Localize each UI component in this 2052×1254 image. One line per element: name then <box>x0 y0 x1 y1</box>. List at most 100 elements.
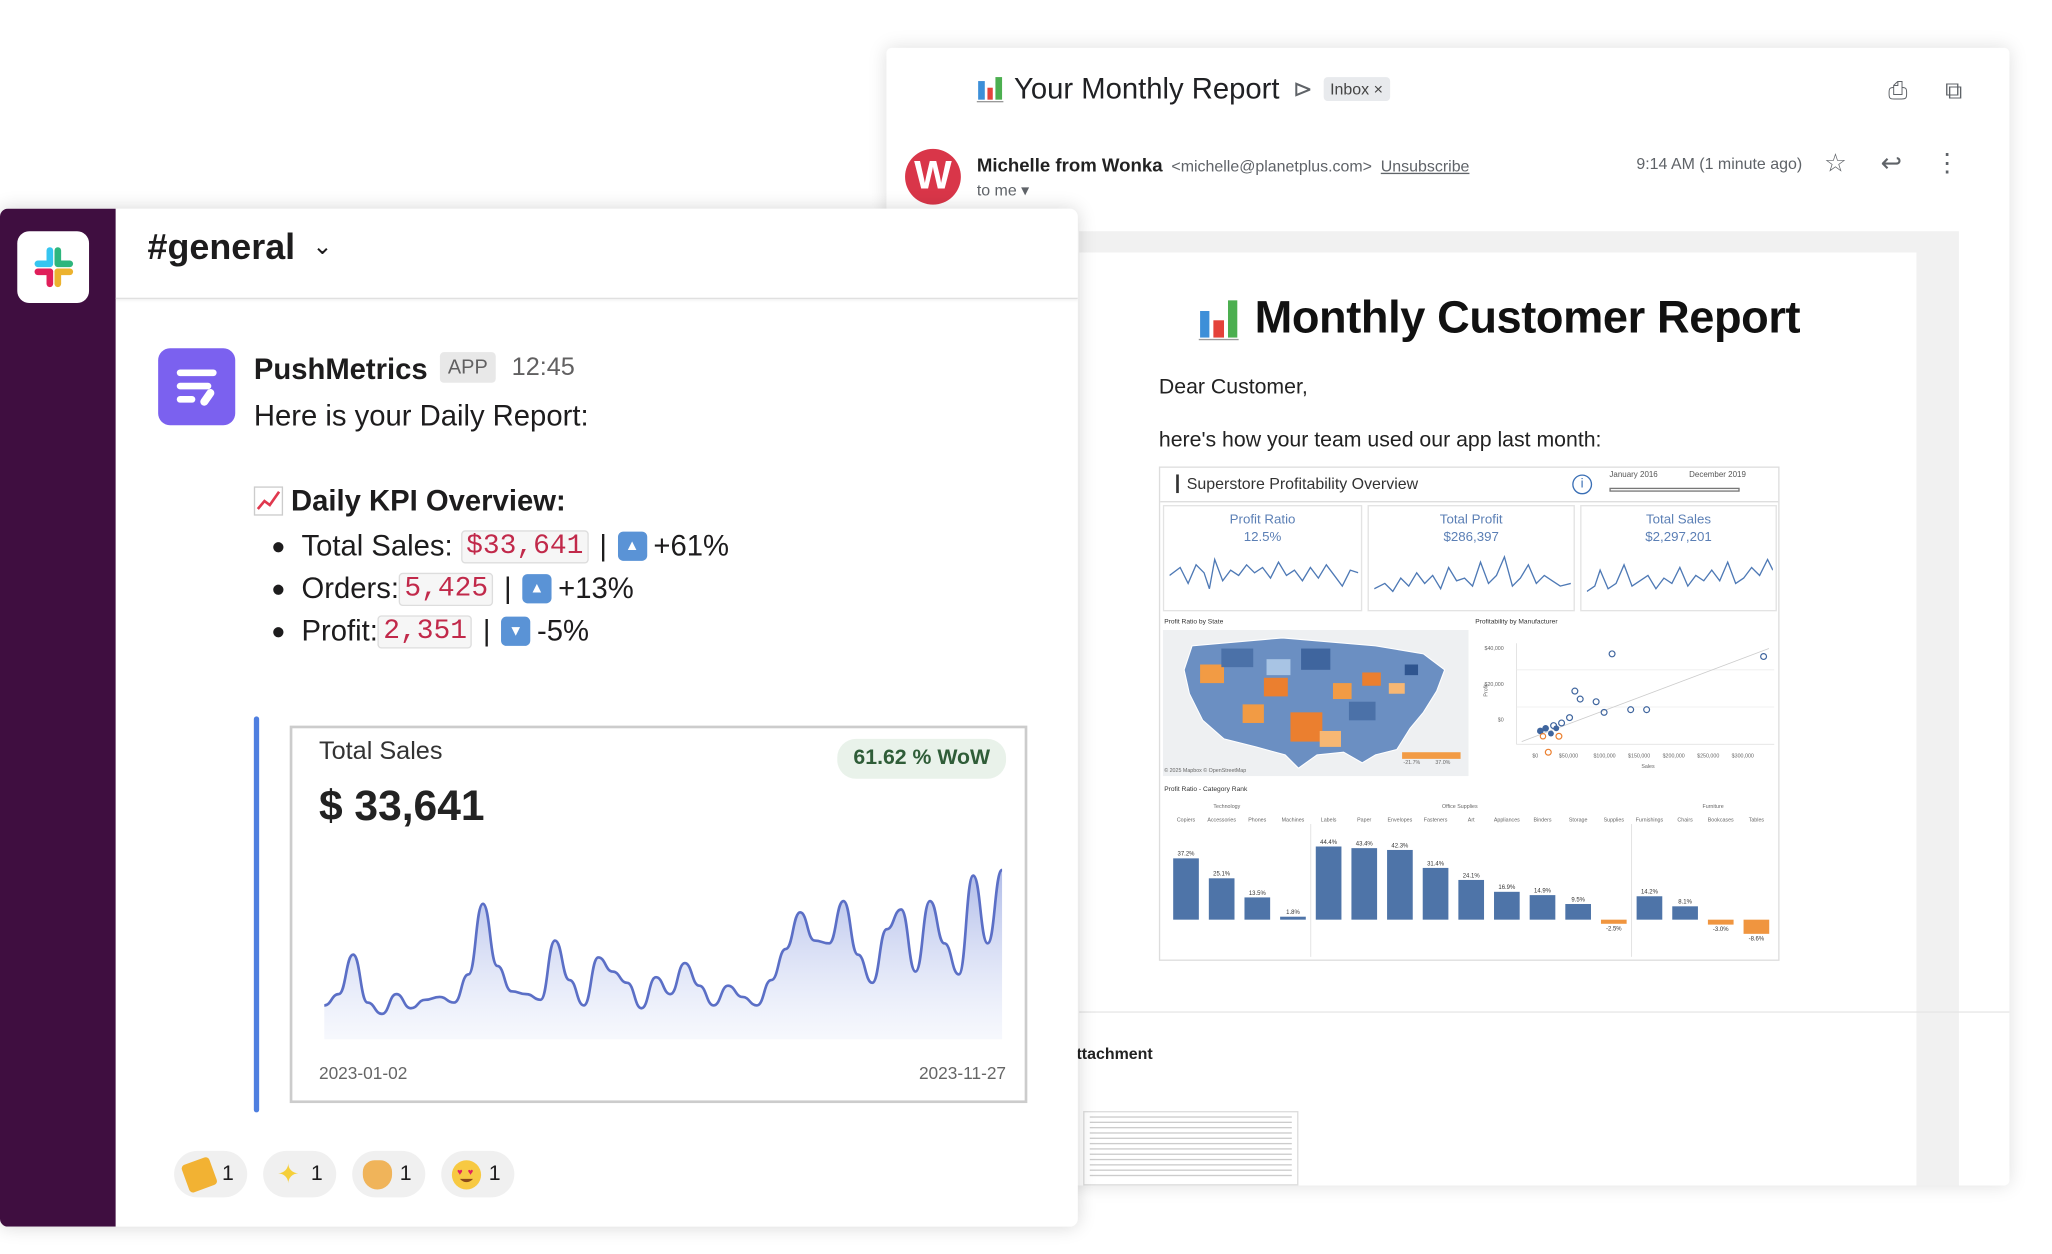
bar-category-label: Art <box>1467 816 1475 823</box>
bar-data-label: 16.9% <box>1498 885 1516 891</box>
reaction-count: 1 <box>310 1162 323 1185</box>
message-timestamp[interactable]: 12:45 <box>511 353 575 382</box>
workspace-sidebar <box>0 208 116 1227</box>
x-axis-start: 2023-01-02 <box>318 1063 408 1084</box>
reaction-sparkles[interactable]: ✦ 1 <box>263 1150 336 1198</box>
reaction-count: 1 <box>488 1162 501 1185</box>
bar-data-label: 31.4% <box>1427 861 1445 867</box>
kpi-value: $2,297,201 <box>1645 530 1712 545</box>
bar-group-label: Technology <box>1213 802 1241 810</box>
kpi-label: Total Sales: <box>301 528 453 563</box>
bar-storage <box>1565 904 1591 920</box>
info-icon: i <box>1572 474 1593 495</box>
kpi-label: Orders: <box>301 571 400 605</box>
bar-data-label: 44.4% <box>1320 840 1338 846</box>
reaction-party-popper[interactable]: 1 <box>174 1150 248 1198</box>
email-row-actions: ☆ ↩ ⋮ <box>1821 149 1962 180</box>
bar-category-label: Furnishings <box>1635 816 1664 823</box>
slider-end-label: December 2019 <box>1689 471 1746 480</box>
scatter-y-tick: $0 <box>1497 716 1504 723</box>
label-arrow-icon[interactable]: ⊳ <box>1292 75 1313 102</box>
down-button-icon: ▼ <box>501 616 531 646</box>
dashboard-title: Superstore Profitability Overview <box>1176 474 1418 494</box>
bar-category-label: Machines <box>1281 816 1305 823</box>
scatter-x-tick: $300,000 <box>1731 752 1754 759</box>
bar-fasteners <box>1422 867 1449 920</box>
recipient-dropdown[interactable]: to me ▾ <box>976 180 1030 200</box>
bar-category-label: Accessories <box>1207 816 1236 823</box>
channel-header: #general ⌄ <box>115 209 1078 300</box>
attachment-bar <box>253 716 260 1113</box>
slack-window: #general ⌄ PushMetrics APP 12:45 Here is… <box>0 208 1078 1227</box>
bar-category-label: Phones <box>1248 816 1267 823</box>
up-button-icon: ▲ <box>522 574 552 604</box>
bar-art <box>1458 879 1485 920</box>
bot-name[interactable]: PushMetrics <box>253 352 428 386</box>
bar-category-label: Paper <box>1357 816 1372 823</box>
star-icon[interactable]: ☆ <box>1824 150 1847 179</box>
bar-binders <box>1529 895 1556 920</box>
email-subject: Your Monthly Report <box>1014 71 1280 105</box>
pushmetrics-avatar[interactable] <box>158 348 236 426</box>
open-new-window-icon[interactable]: ⧉ <box>1945 77 1963 104</box>
reaction-heart-eyes[interactable]: ♥ ♥ 1 <box>440 1150 514 1198</box>
reply-icon[interactable]: ↩ <box>1880 150 1902 179</box>
kpi-sparkline <box>1586 558 1773 592</box>
up-button-icon: ▲ <box>617 531 647 561</box>
sender-name: Michelle from Wonka <box>976 154 1163 176</box>
bar-chart-icon <box>1198 297 1239 340</box>
bar-tables <box>1743 919 1770 934</box>
bar-category-label: Binders <box>1533 816 1552 823</box>
sales-series-line <box>324 868 1004 1016</box>
svg-text:♥: ♥ <box>457 1166 463 1176</box>
x-axis-end: 2023-11-27 <box>918 1063 1007 1084</box>
print-icon[interactable]: ⎙ <box>1888 77 1908 104</box>
kpi-total-sales: Total Sales $2,297,201 <box>1580 505 1777 612</box>
chart-increasing-icon <box>253 486 284 516</box>
bar-data-label: 43.4% <box>1356 841 1374 847</box>
total-sales-chart-card[interactable]: Total Sales $ 33,641 61.62 % WoW 2023-01… <box>289 725 1028 1104</box>
bar-appliances <box>1494 891 1520 920</box>
reaction-clapping-hands[interactable]: 1 <box>351 1150 425 1198</box>
reactions-bar: 1 ✦ 1 1 ♥ ♥ 1 <box>174 1150 514 1198</box>
slack-logo-icon[interactable] <box>17 231 90 304</box>
date-range-slider <box>1609 487 1740 492</box>
more-vert-icon[interactable]: ⋮ <box>1934 150 1960 179</box>
kpi-label: Total Sales <box>1646 512 1712 528</box>
bar-data-label: 1.8% <box>1286 910 1300 916</box>
bar-data-label: 24.1% <box>1463 873 1481 879</box>
inbox-label-tag[interactable]: Inbox × <box>1323 77 1390 102</box>
scatter-title: Profitability by Manufacturer <box>1475 617 1558 626</box>
bar-category-label: Copiers <box>1176 816 1196 823</box>
bar-supplies <box>1600 919 1627 924</box>
email-report-card: Monthly Customer Report Dear Customer, h… <box>1079 252 1917 1186</box>
bar-category-label: Tables <box>1748 816 1765 823</box>
kpi-label: Profit Ratio <box>1229 512 1296 528</box>
reaction-count: 1 <box>221 1162 234 1185</box>
clapping-hands-icon <box>362 1159 392 1189</box>
bar-data-label: 13.5% <box>1249 891 1267 897</box>
sender-line: Michelle from Wonka <michelle@planetplus… <box>977 154 1470 175</box>
app-badge: APP <box>439 352 496 383</box>
kpi-list: ● Total Sales: $33,641 | ▲ +61% ● Orders… <box>271 525 729 653</box>
channel-name[interactable]: #general <box>147 227 296 268</box>
separator: | <box>599 528 607 563</box>
report-greeting: Dear Customer, <box>1158 376 1308 399</box>
bar-data-label: -8.6% <box>1749 936 1765 942</box>
bar-chart-icon <box>976 76 1004 103</box>
bar-bookcases <box>1707 919 1734 925</box>
wow-badge: 61.62 % WoW <box>837 738 1007 779</box>
bar-category-label: Labels <box>1320 816 1337 823</box>
dashboard-image: Superstore Profitability Overview i Janu… <box>1158 466 1780 961</box>
attachment-thumbnail[interactable] <box>1083 1111 1299 1186</box>
bullet-icon: ● <box>271 617 286 644</box>
kpi-sparkline <box>1169 557 1359 589</box>
party-popper-icon <box>180 1155 219 1193</box>
bar-data-label: -2.5% <box>1606 926 1622 932</box>
bar-data-label: 37.2% <box>1178 852 1196 858</box>
chevron-down-icon[interactable]: ⌄ <box>312 232 333 260</box>
unsubscribe-link[interactable]: Unsubscribe <box>1380 156 1470 176</box>
sales-area-fill <box>324 869 1003 1040</box>
us-profit-map <box>1162 629 1469 777</box>
bar-furnishings <box>1636 896 1663 920</box>
